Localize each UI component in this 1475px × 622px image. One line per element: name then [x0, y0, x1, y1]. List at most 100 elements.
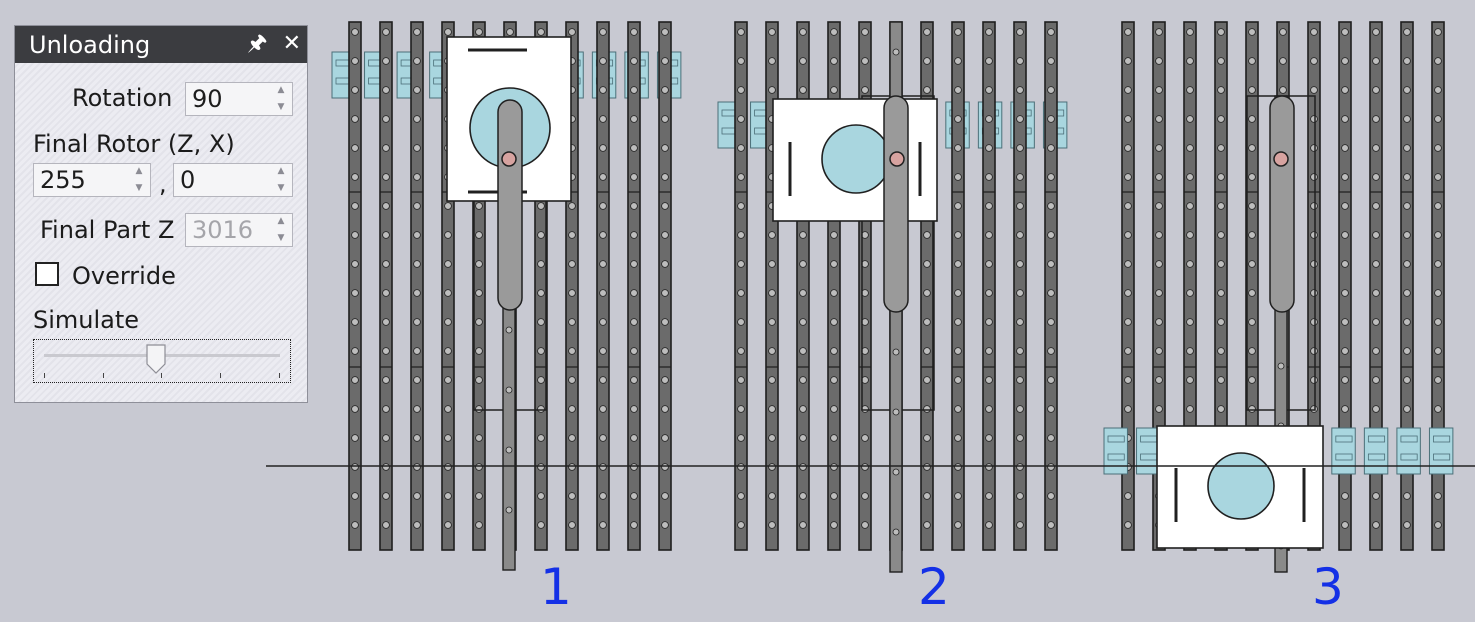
spin-down-icon[interactable]: ▼: [135, 183, 143, 193]
rail-bolt: [537, 434, 545, 442]
spin-down-icon[interactable]: ▼: [277, 183, 285, 193]
rail-bolt: [923, 57, 931, 65]
rail-bolt: [737, 86, 745, 94]
rail-bolt: [923, 463, 931, 471]
rotation-value: 90: [192, 85, 223, 113]
rail-bolt: [1186, 86, 1194, 94]
rail-bolt: [413, 260, 421, 268]
rail-bolt: [351, 57, 359, 65]
rail-bolt: [1248, 318, 1256, 326]
rail-bolt: [1124, 376, 1132, 384]
rail-bolt: [1047, 115, 1055, 123]
rail-bolt: [1372, 405, 1380, 413]
rotor-bolt: [505, 326, 513, 334]
rail-bolt: [923, 289, 931, 297]
rail-bolt: [1124, 173, 1132, 181]
rail-bolt: [1217, 115, 1225, 123]
rotation-input[interactable]: 90 ▲ ▼: [185, 82, 293, 116]
rail-bolt: [1155, 231, 1163, 239]
rail-bolt: [1341, 289, 1349, 297]
rail-bolt: [351, 521, 359, 529]
rail-bolt: [1047, 347, 1055, 355]
rail-bolt: [1155, 115, 1163, 123]
rail-bolt: [1279, 86, 1287, 94]
rail-bolt: [1124, 318, 1132, 326]
rail-bolt: [1248, 86, 1256, 94]
rail-bolt: [444, 492, 452, 500]
rail-bolt: [1047, 57, 1055, 65]
rail-bolt: [830, 434, 838, 442]
final-rotor-z-input[interactable]: 255 ▲ ▼: [33, 163, 151, 197]
rail-bolt: [1372, 144, 1380, 152]
rail-bolt: [737, 231, 745, 239]
rail-bolt: [351, 202, 359, 210]
rail-bolt: [1341, 115, 1349, 123]
spin-up-icon[interactable]: ▲: [277, 85, 285, 95]
gripper-detail: [1367, 435, 1386, 443]
final-rotor-x-input[interactable]: 0 ▲ ▼: [173, 163, 293, 197]
pin-icon[interactable]: 🖈: [247, 30, 268, 56]
rail-bolt: [1434, 260, 1442, 268]
rail-bolt: [768, 492, 776, 500]
rail-bolt: [1341, 57, 1349, 65]
rail-bolt: [599, 144, 607, 152]
rail-bolt: [1434, 376, 1442, 384]
rail-bolt: [1403, 347, 1411, 355]
rail-bolt: [799, 57, 807, 65]
rail-bolt: [382, 347, 390, 355]
slider-thumb[interactable]: [145, 344, 166, 374]
spin-up-icon[interactable]: ▲: [277, 166, 285, 176]
rail-bolt: [799, 318, 807, 326]
rail-bolt: [630, 260, 638, 268]
rail-bolt: [630, 202, 638, 210]
rail-bolt: [661, 173, 669, 181]
rail-bolt: [1124, 144, 1132, 152]
rail-bolt: [861, 463, 869, 471]
rail-bolt: [1248, 260, 1256, 268]
fixture-rail: [1044, 21, 1058, 551]
simulate-slider[interactable]: [33, 339, 291, 383]
rail-bolt: [1016, 202, 1024, 210]
spin-down-icon[interactable]: ▼: [277, 102, 285, 112]
rail-bolt: [799, 86, 807, 94]
spin-up-icon[interactable]: ▲: [135, 166, 143, 176]
rail-bolt: [1403, 405, 1411, 413]
rail-bolt: [1434, 28, 1442, 36]
gripper-block: [1103, 427, 1128, 475]
rail-bolt: [351, 289, 359, 297]
rail-bolt: [475, 521, 483, 529]
rail-bolt: [1124, 521, 1132, 529]
rail-bolt: [1372, 289, 1380, 297]
rail-bolt: [661, 492, 669, 500]
rail-bolt: [1155, 376, 1163, 384]
rail-bolt: [1155, 28, 1163, 36]
rail-bolt: [568, 231, 576, 239]
rail-bolt: [954, 115, 962, 123]
rail-bolt: [985, 492, 993, 500]
rail-bolt: [661, 318, 669, 326]
rail-bolt: [1341, 260, 1349, 268]
rail-bolt: [475, 231, 483, 239]
rail-bolt: [599, 405, 607, 413]
rail-bolt: [1016, 173, 1024, 181]
rail-bolt: [475, 260, 483, 268]
rail-bolt: [1217, 86, 1225, 94]
rail-bolt: [568, 260, 576, 268]
rail-bolt: [768, 57, 776, 65]
simulate-label: Simulate: [33, 306, 140, 334]
rail-bolt: [444, 231, 452, 239]
rail-bolt: [1341, 28, 1349, 36]
rail-bolt: [985, 463, 993, 471]
rail-bolt: [737, 260, 745, 268]
rail-bolt: [954, 289, 962, 297]
rail-bolt: [985, 347, 993, 355]
fixture-rail: [951, 21, 965, 551]
rail-bolt: [444, 405, 452, 413]
override-checkbox[interactable]: [35, 262, 59, 286]
rail-bolt: [599, 492, 607, 500]
gripper-detail: [1107, 435, 1125, 443]
close-icon[interactable]: ✕: [282, 30, 301, 56]
panel-titlebar[interactable]: Unloading 🖈 ✕: [15, 26, 307, 63]
rail-bolt: [1310, 376, 1318, 384]
